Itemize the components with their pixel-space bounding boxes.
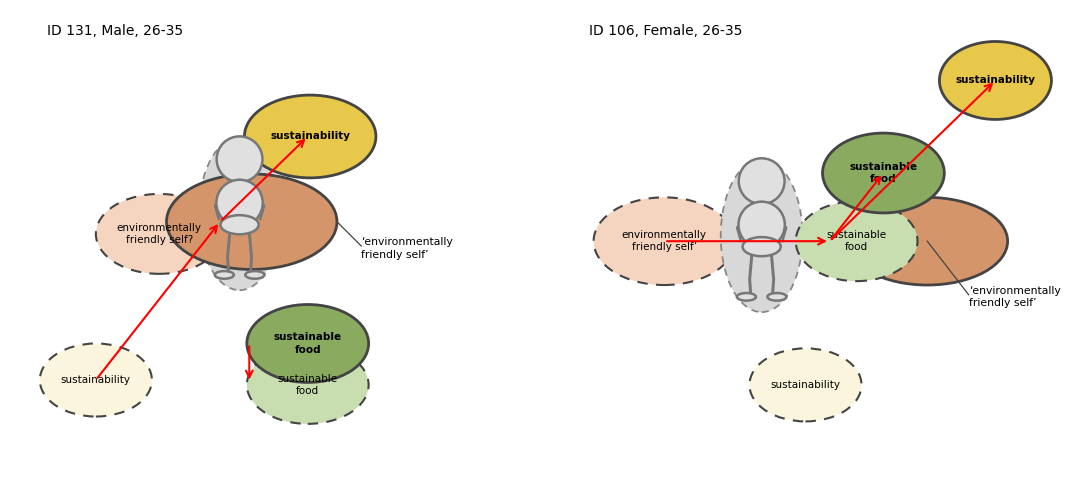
Text: ‘environmentally
friendly self’: ‘environmentally friendly self’ xyxy=(969,286,1060,309)
Text: sustainable
food: sustainable food xyxy=(273,332,341,355)
Text: sustainability: sustainability xyxy=(61,375,131,385)
Ellipse shape xyxy=(594,197,735,285)
Text: sustainable
food: sustainable food xyxy=(827,230,887,252)
Ellipse shape xyxy=(738,202,785,248)
Circle shape xyxy=(738,158,785,204)
Text: sustainability: sustainability xyxy=(955,76,1035,85)
Bar xyxy=(757,196,766,206)
Text: ID 131, Male, 26-35: ID 131, Male, 26-35 xyxy=(48,24,183,38)
Ellipse shape xyxy=(198,138,281,290)
Circle shape xyxy=(217,136,262,182)
Ellipse shape xyxy=(245,271,264,279)
Ellipse shape xyxy=(721,160,802,312)
Ellipse shape xyxy=(167,174,337,269)
Ellipse shape xyxy=(749,348,862,421)
Text: environmentally
friendly self?: environmentally friendly self? xyxy=(117,223,202,245)
Ellipse shape xyxy=(95,194,222,274)
Ellipse shape xyxy=(215,271,234,279)
Ellipse shape xyxy=(823,133,944,213)
Ellipse shape xyxy=(940,41,1051,119)
Ellipse shape xyxy=(737,293,756,301)
Ellipse shape xyxy=(244,95,376,178)
Text: sustainable
food: sustainable food xyxy=(278,374,338,396)
Ellipse shape xyxy=(743,237,780,256)
Text: ‘environmentally
friendly self’: ‘environmentally friendly self’ xyxy=(361,237,453,260)
Text: ID 106, Female, 26-35: ID 106, Female, 26-35 xyxy=(589,24,743,38)
Text: sustainability: sustainability xyxy=(771,380,840,390)
Ellipse shape xyxy=(767,293,787,301)
Ellipse shape xyxy=(247,305,369,383)
Text: sustainability: sustainability xyxy=(270,132,350,142)
Text: environmentally
friendly self’: environmentally friendly self’ xyxy=(622,230,707,252)
Text: sustainable
food: sustainable food xyxy=(850,162,917,184)
Ellipse shape xyxy=(247,346,369,424)
Ellipse shape xyxy=(847,197,1008,285)
Ellipse shape xyxy=(220,215,259,234)
Ellipse shape xyxy=(217,180,262,226)
Ellipse shape xyxy=(40,343,152,416)
Bar xyxy=(234,174,245,184)
Ellipse shape xyxy=(796,201,917,281)
